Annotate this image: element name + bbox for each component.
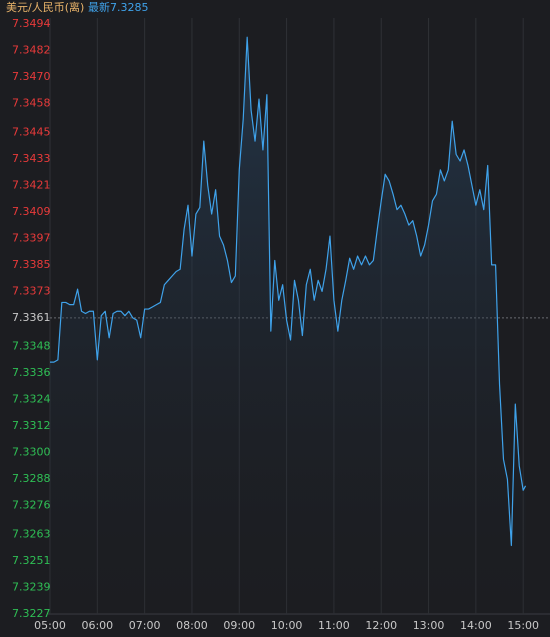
price-line — [50, 36, 527, 547]
y-tick-label: 7.3458 — [12, 97, 51, 110]
x-tick-label: 09:00 — [223, 619, 255, 632]
y-tick-label: 7.3494 — [12, 17, 51, 30]
y-tick-label: 7.3227 — [12, 607, 51, 620]
y-tick-label: 7.3373 — [12, 284, 51, 297]
y-tick-label: 7.3336 — [12, 366, 51, 379]
y-tick-label: 7.3445 — [12, 125, 51, 138]
latest-price: 最新7.3285 — [88, 0, 149, 14]
x-tick-label: 07:00 — [129, 619, 161, 632]
y-tick-label: 7.3239 — [12, 580, 51, 593]
area — [50, 37, 526, 614]
x-tick-label: 15:00 — [507, 619, 539, 632]
chart-title: 美元/人民币(离) — [6, 0, 84, 14]
latest-label: 最新 — [88, 0, 110, 14]
y-tick-label: 7.3288 — [12, 472, 51, 485]
y-tick-label: 7.3251 — [12, 554, 51, 567]
x-tick-label: 11:00 — [318, 619, 350, 632]
y-tick-label: 7.3324 — [12, 393, 51, 406]
x-tick-label: 13:00 — [413, 619, 445, 632]
y-tick-label: 7.3482 — [12, 44, 51, 57]
y-tick-label: 7.3361 — [12, 311, 51, 324]
x-tick-label: 12:00 — [365, 619, 397, 632]
y-tick-label: 7.3433 — [12, 152, 51, 165]
y-tick-label: 7.3397 — [12, 231, 51, 244]
x-tick-label: 05:00 — [34, 619, 66, 632]
y-tick-label: 7.3409 — [12, 205, 51, 218]
y-tick-label: 7.3470 — [12, 70, 51, 83]
y-tick-label: 7.3300 — [12, 446, 51, 459]
y-tick-label: 7.3276 — [12, 499, 51, 512]
latest-value: 7.3285 — [110, 1, 149, 14]
x-tick-label: 06:00 — [81, 619, 113, 632]
y-tick-label: 7.3348 — [12, 340, 51, 353]
x-tick-label: 14:00 — [460, 619, 492, 632]
y-tick-label: 7.3421 — [12, 178, 51, 191]
x-tick-label: 08:00 — [176, 619, 208, 632]
y-tick-label: 7.3312 — [12, 419, 51, 432]
y-tick-label: 7.3385 — [12, 258, 51, 271]
x-tick-label: 10:00 — [271, 619, 303, 632]
y-tick-label: 7.3263 — [12, 527, 51, 540]
